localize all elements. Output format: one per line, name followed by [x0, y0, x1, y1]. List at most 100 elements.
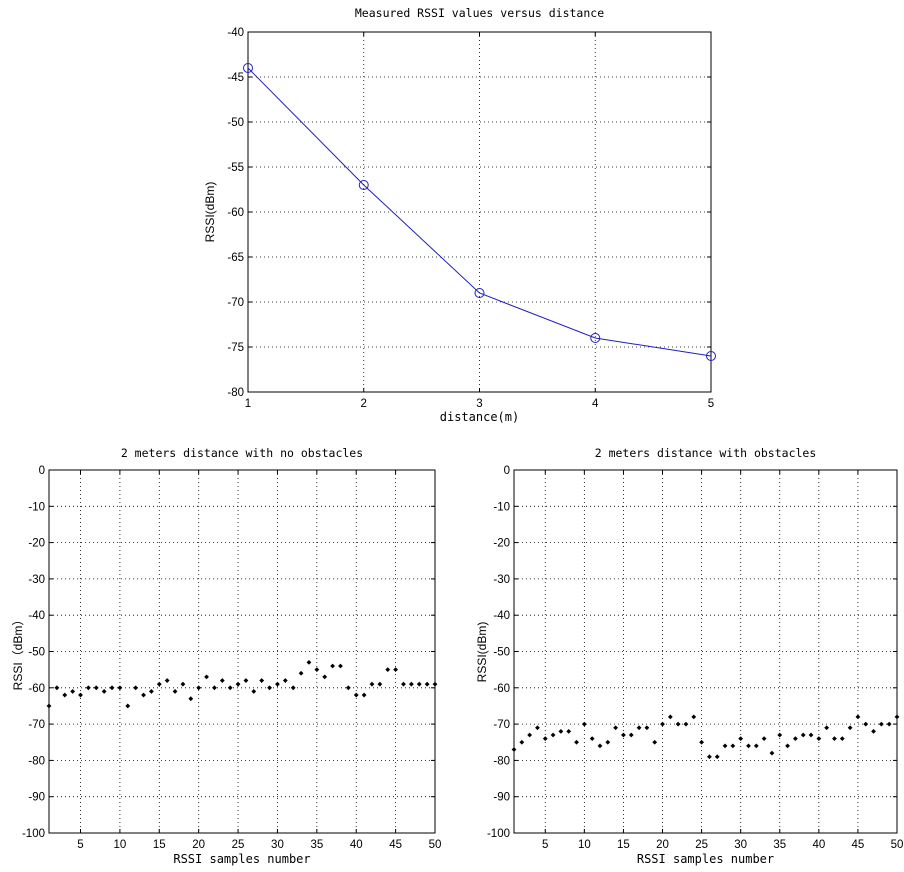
data-point: [527, 732, 533, 738]
y-axis-label: RSSI(dBm): [203, 182, 217, 243]
data-point: [282, 678, 288, 683]
data-point: [46, 703, 52, 709]
data-point: [792, 736, 798, 742]
data-point: [605, 739, 611, 745]
data-point: [212, 685, 217, 691]
data-point: [101, 689, 107, 694]
data-point: [777, 732, 783, 738]
data-point: [738, 736, 744, 742]
x-tick-label: 25: [695, 839, 708, 851]
data-point: [353, 692, 359, 698]
data-point: [824, 725, 830, 731]
data-point: [330, 663, 335, 669]
x-tick-label: 5: [77, 839, 83, 851]
data-point: [722, 743, 728, 749]
data-point: [753, 743, 759, 749]
data-point: [345, 685, 351, 691]
x-tick-label: 30: [734, 839, 747, 851]
x-tick-label: 35: [773, 839, 786, 851]
y-tick-label: -10: [28, 501, 45, 513]
data-point: [769, 750, 775, 756]
x-tick-label: 4: [592, 398, 599, 410]
data-point: [519, 739, 525, 745]
data-point: [535, 725, 540, 731]
y-tick-label: -70: [28, 719, 45, 731]
y-tick-label: -50: [493, 647, 510, 659]
data-point: [683, 721, 689, 727]
data-point: [70, 689, 76, 694]
data-point: [816, 736, 822, 742]
x-axis-label: distance(m): [440, 410, 519, 424]
data-point: [621, 732, 626, 738]
y-tick-label: -55: [227, 162, 244, 174]
data-point: [196, 685, 202, 691]
data-point: [180, 681, 186, 687]
data-point: [667, 714, 673, 720]
x-axis-label: RSSI samples number: [637, 852, 774, 866]
x-tick-label: 50: [891, 839, 904, 851]
y-tick-label: -30: [493, 574, 510, 586]
data-point: [855, 714, 861, 720]
data-point: [306, 659, 312, 665]
data-point: [847, 725, 853, 731]
x-tick-label: 15: [153, 839, 166, 851]
data-point: [275, 681, 280, 687]
data-point: [675, 721, 681, 727]
chart-title: Measured RSSI values versus distance: [355, 6, 604, 20]
data-point: [550, 732, 556, 738]
data-point: [699, 739, 704, 745]
data-point: [432, 681, 438, 687]
data-point: [172, 689, 178, 694]
x-tick-label: 1: [245, 398, 251, 410]
y-tick-label: -70: [493, 719, 510, 731]
data-point: [730, 743, 736, 749]
y-tick-label: -70: [227, 297, 244, 309]
data-point: [361, 692, 367, 698]
y-tick-label: -20: [493, 538, 510, 550]
x-tick-label: 50: [429, 839, 442, 851]
data-point: [251, 689, 257, 694]
y-tick-label: -60: [493, 683, 510, 695]
data-point: [863, 721, 869, 727]
y-tick-label: -20: [28, 538, 45, 550]
x-tick-label: 2: [361, 398, 367, 410]
y-tick-label: 0: [39, 465, 45, 477]
data-point: [322, 674, 328, 680]
y-axis-label: RSSI(dBm): [475, 622, 489, 683]
x-tick-label: 10: [113, 839, 126, 851]
data-point: [125, 703, 131, 709]
data-point: [338, 663, 343, 669]
y-tick-label: -75: [227, 342, 244, 354]
data-point: [839, 736, 845, 742]
data-point: [590, 333, 601, 343]
data-point: [401, 681, 406, 687]
data-point: [109, 685, 115, 691]
chart-2: 0 -10 -20 -30 -40 -50 -60 -70 -80 -90 -100 5 10 15 20 2…: [11, 446, 441, 866]
data-point: [62, 692, 68, 698]
data-point: [558, 728, 564, 734]
y-tick-label: -100: [22, 828, 45, 840]
data-point: [474, 288, 485, 298]
data-point: [78, 692, 83, 698]
data-point: [894, 714, 900, 720]
x-tick-label: 5: [542, 839, 548, 851]
data-point: [133, 685, 139, 691]
data-point: [393, 667, 399, 673]
x-tick-label: 10: [578, 839, 591, 851]
data-point: [54, 685, 60, 691]
x-tick-label: 45: [389, 839, 402, 851]
chart-title: 2 meters distance with obstacles: [595, 446, 817, 460]
data-point: [164, 678, 170, 683]
data-point: [714, 754, 720, 760]
data-point: [243, 63, 253, 73]
y-tick-label: 0: [504, 465, 510, 477]
y-axis-label: RSSI（dBm）: [11, 614, 25, 691]
data-point: [369, 681, 375, 687]
y-tick-label: -40: [493, 610, 510, 622]
data-point: [746, 743, 751, 749]
x-tick-label: 20: [192, 839, 205, 851]
series-line: [247, 67, 712, 357]
data-point: [298, 670, 304, 676]
data-point: [149, 689, 154, 694]
y-tick-label: -100: [487, 828, 510, 840]
